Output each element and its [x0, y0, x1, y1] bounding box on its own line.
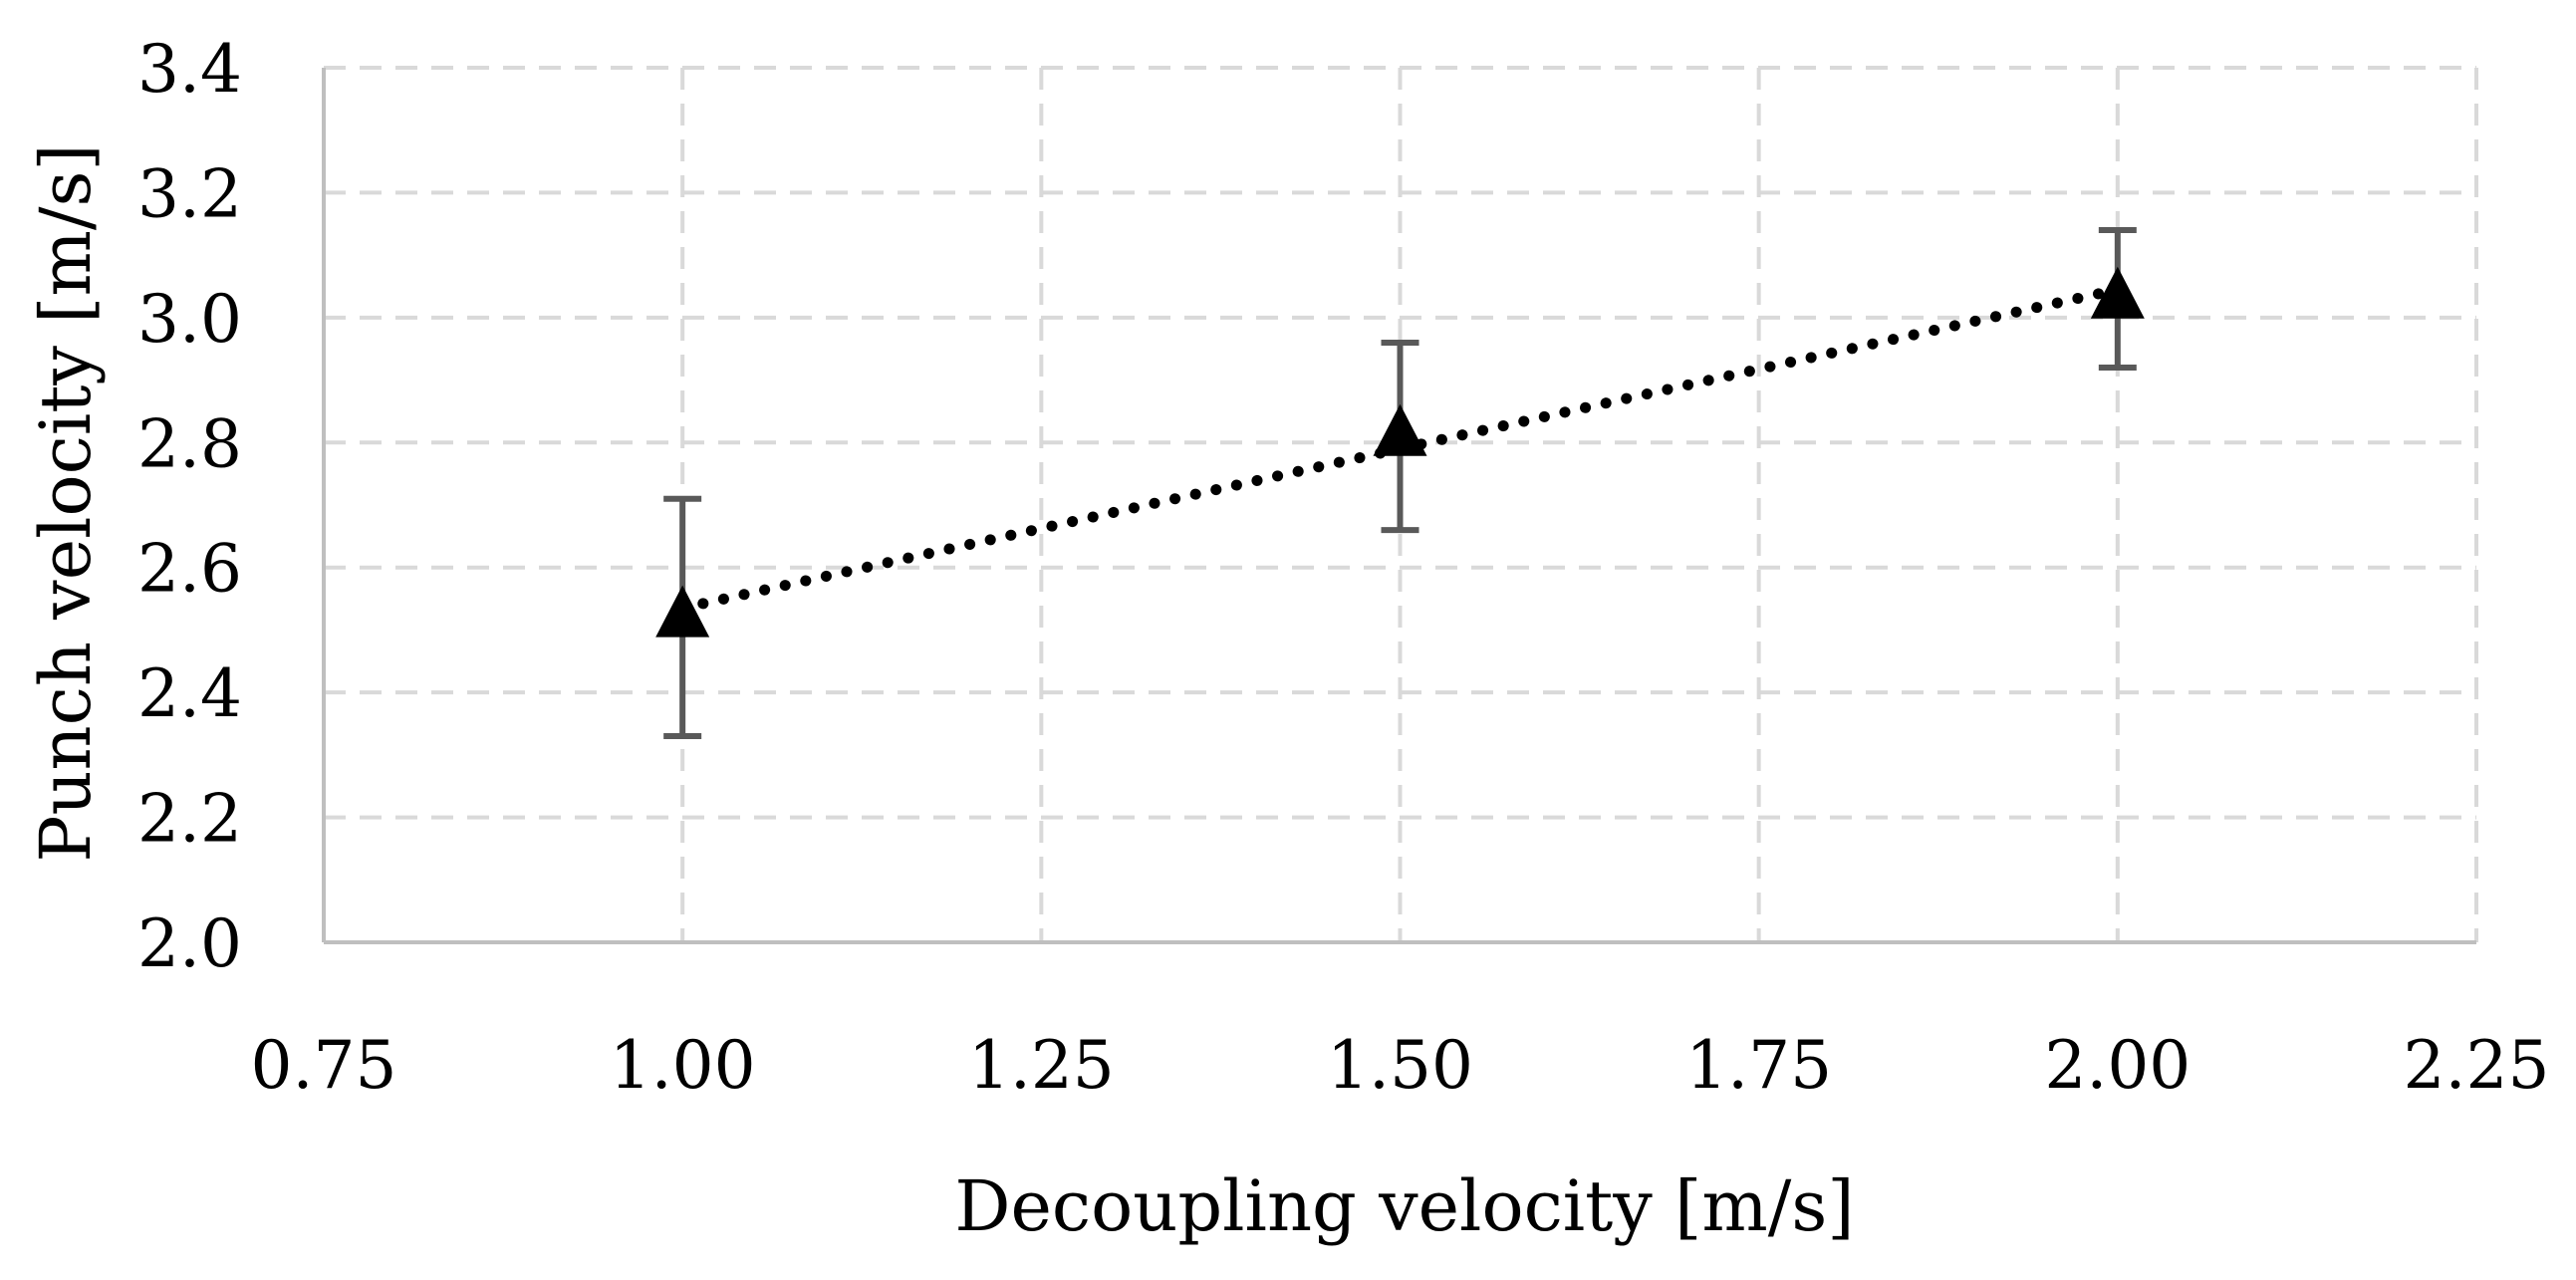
y-tick-label: 2.8: [137, 405, 242, 482]
y-tick-label: 2.0: [137, 905, 242, 982]
y-tick-label: 3.0: [137, 281, 242, 358]
x-tick-label: 0.75: [251, 1027, 397, 1104]
axis-layer: [322, 68, 2476, 944]
x-tick-label: 2.25: [2404, 1027, 2550, 1104]
triangle-marker: [655, 585, 710, 638]
y-axis-title: Punch velocity [m/s]: [25, 143, 107, 862]
x-tick-label: 2.00: [2044, 1027, 2190, 1104]
y-tick-label: 2.4: [137, 655, 242, 732]
triangle-marker: [1373, 403, 1427, 456]
x-tick-label: 1.00: [610, 1027, 756, 1104]
y-tick-label: 3.4: [137, 31, 242, 108]
y-tick-label: 3.2: [137, 155, 242, 232]
x-tick-label: 1.75: [1685, 1027, 1832, 1104]
x-axis-title: Decoupling velocity [m/s]: [954, 1165, 1854, 1247]
y-tick-label: 2.6: [137, 531, 242, 608]
triangle-marker: [2090, 266, 2145, 319]
x-tick-label: 1.50: [1327, 1027, 1473, 1104]
x-tick-label: 1.25: [968, 1027, 1115, 1104]
tick-label-layer: 2.0 2.2 2.4 2.6 2.8 3.0 3.2 3.4 0.75 1.00 1.25 1.50…: [137, 31, 2549, 1104]
y-tick-label: 2.2: [137, 781, 242, 858]
marker-layer: [655, 266, 2145, 638]
